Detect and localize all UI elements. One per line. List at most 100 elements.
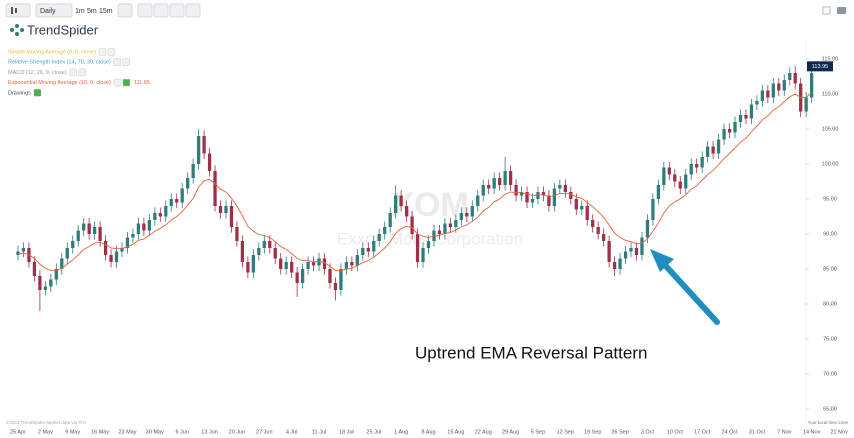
x-tick-label: 24 Oct xyxy=(721,429,738,435)
candle-body xyxy=(662,167,666,185)
tool-button[interactable] xyxy=(137,3,153,18)
candle-body xyxy=(547,195,551,206)
legend-info-button[interactable] xyxy=(113,58,121,66)
candle-body xyxy=(695,164,699,168)
candle-body xyxy=(788,73,792,80)
legend-settings-button[interactable] xyxy=(107,48,116,56)
candle-body xyxy=(257,248,261,255)
range-button[interactable]: 15m xyxy=(99,8,113,15)
settings-button[interactable] xyxy=(117,3,133,18)
candle-body xyxy=(306,262,310,269)
legend-drawings: Drawings xyxy=(8,90,31,96)
candle-body xyxy=(733,122,737,133)
candle-body xyxy=(656,185,661,199)
candle-body xyxy=(273,248,277,259)
brand: TrendSpider xyxy=(10,22,99,37)
candle-body xyxy=(21,248,26,252)
candle-body xyxy=(76,230,80,241)
candle-body xyxy=(738,115,743,122)
candle-body xyxy=(361,248,365,255)
legend-value: 111.65 xyxy=(134,80,150,86)
candle-body xyxy=(514,185,518,196)
range-button[interactable]: 1m xyxy=(75,8,85,15)
range-button[interactable]: 5m xyxy=(87,8,97,15)
candle-body xyxy=(454,220,458,227)
candle-body xyxy=(782,80,786,91)
candle-body xyxy=(563,185,567,192)
y-tick-label: 115.00 xyxy=(822,56,838,62)
candle-body xyxy=(377,234,381,241)
legend-info-button[interactable] xyxy=(98,48,107,56)
candle-body xyxy=(213,171,217,206)
candle-body xyxy=(552,188,557,206)
chart-type-button[interactable] xyxy=(5,3,31,18)
x-tick-label: 10 Oct xyxy=(667,429,684,435)
candle-body xyxy=(722,129,726,140)
x-tick-label: 25 Jul xyxy=(366,429,381,435)
candle-body xyxy=(224,206,228,213)
x-tick-label: 9 May xyxy=(65,429,80,435)
tool-button[interactable] xyxy=(153,3,169,18)
candle-body xyxy=(32,262,37,276)
x-tick-label: 23 May xyxy=(118,429,136,435)
candle-body xyxy=(262,241,266,248)
camera-button[interactable] xyxy=(837,7,846,14)
candle-body xyxy=(125,237,130,248)
candle-body xyxy=(114,251,119,262)
x-tick-label: 2 May xyxy=(38,429,53,435)
candle-body xyxy=(558,185,562,189)
x-tick-label: 13 Jun xyxy=(201,429,218,435)
candle-body xyxy=(355,255,359,266)
legend-info-button[interactable] xyxy=(69,68,77,77)
candle-body xyxy=(120,248,124,252)
candle-body xyxy=(366,248,370,252)
legend-settings-button[interactable] xyxy=(122,78,131,87)
y-tick-label: 85.00 xyxy=(823,266,837,272)
x-tick-label: 6 Jun xyxy=(175,429,188,435)
candle-body xyxy=(339,269,343,290)
y-tick-label: 70.00 xyxy=(823,371,837,377)
tool-button[interactable] xyxy=(169,3,185,18)
candle-body xyxy=(651,199,655,220)
tool-button[interactable] xyxy=(185,3,201,18)
candle-body xyxy=(541,192,546,196)
candle-body xyxy=(618,258,622,269)
x-tick-label: 7 Nov xyxy=(777,429,792,435)
candle-body xyxy=(443,223,447,234)
x-tick-label: 8 Aug xyxy=(421,429,435,435)
candle-body xyxy=(591,220,595,227)
candle-body xyxy=(328,269,332,283)
candle-body xyxy=(300,269,305,283)
last-price-badge xyxy=(807,61,833,72)
legend-entry: Relative Strength Index (14, 70, 30, clo… xyxy=(8,60,111,66)
candle-body xyxy=(602,234,606,241)
candle-body xyxy=(629,248,633,252)
legend-settings-button[interactable] xyxy=(122,58,130,66)
candle-body xyxy=(498,178,502,185)
candle-body xyxy=(410,216,414,234)
candle-body xyxy=(235,227,239,241)
candle-body xyxy=(426,241,431,248)
x-tick-label: 4 Jul xyxy=(286,429,298,435)
x-tick-label: 21 Nov xyxy=(830,429,848,435)
legend-settings-button[interactable] xyxy=(78,68,86,77)
candle-body xyxy=(207,153,212,171)
candle-body xyxy=(766,90,770,98)
candle-body xyxy=(793,73,797,84)
x-tick-label: 27 Jun xyxy=(256,429,273,435)
interval-select[interactable] xyxy=(35,3,73,18)
candle-body xyxy=(191,164,195,178)
drawings-button[interactable] xyxy=(33,89,41,97)
candle-body xyxy=(136,223,141,234)
candle-body xyxy=(229,206,234,227)
candle-body xyxy=(684,174,688,189)
x-tick-label: 26 Sep xyxy=(611,429,628,435)
candle-body xyxy=(481,185,485,196)
candle-body xyxy=(202,136,206,154)
legend-info-button[interactable] xyxy=(113,78,122,87)
candle-body xyxy=(777,83,781,91)
fullscreen-button[interactable] xyxy=(822,6,831,15)
last-price-label: 113.95 xyxy=(812,64,828,70)
x-tick-label: 5 Sep xyxy=(531,429,545,435)
candle-body xyxy=(333,283,338,290)
